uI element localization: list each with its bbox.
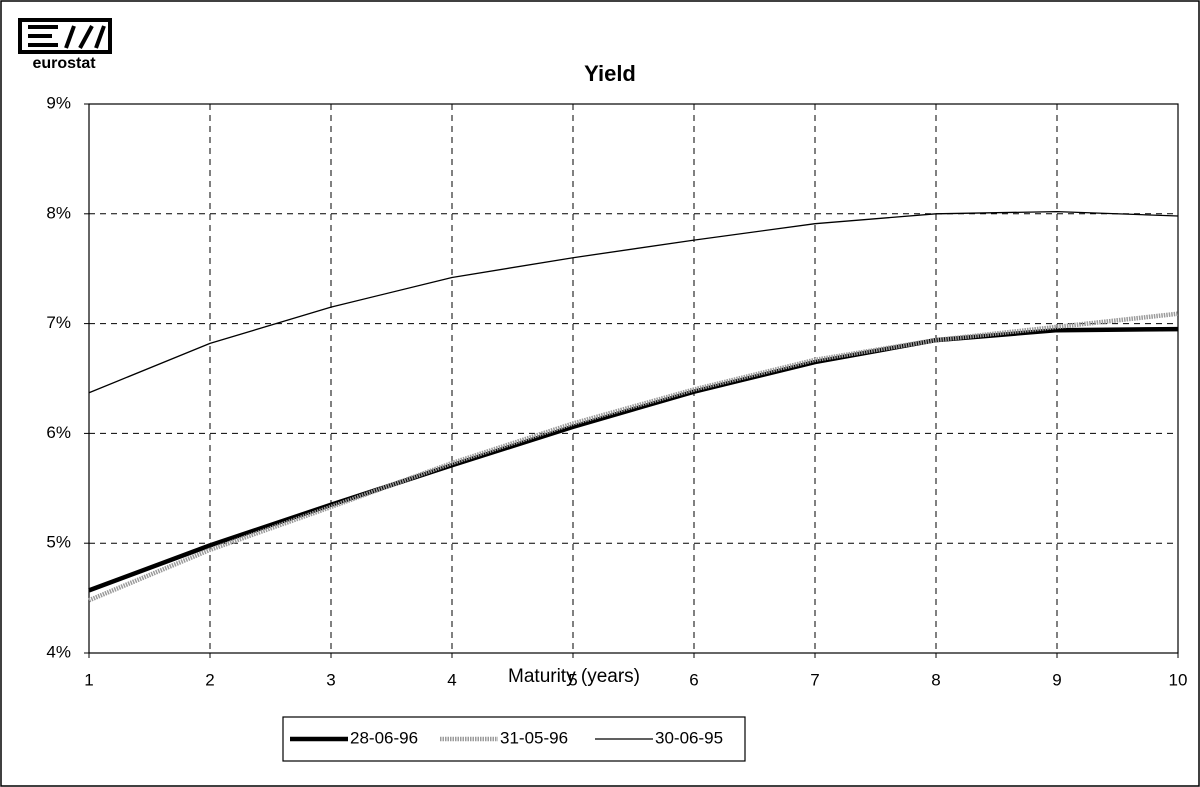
y-tick-label: 6% bbox=[46, 423, 71, 442]
series-line bbox=[88, 326, 1179, 593]
y-tick-label: 7% bbox=[46, 313, 71, 332]
logo: eurostat bbox=[18, 18, 112, 72]
x-tick-label: 9 bbox=[1052, 670, 1061, 689]
x-tick-label: 1 bbox=[84, 670, 93, 689]
logo-mark bbox=[28, 25, 106, 49]
y-tick-label: 4% bbox=[46, 642, 71, 661]
chart-title: Yield bbox=[584, 61, 636, 86]
legend-label: 28-06-96 bbox=[350, 728, 418, 747]
series-line bbox=[88, 311, 1179, 603]
y-tick-label: 9% bbox=[46, 93, 71, 112]
plot-area bbox=[88, 103, 1179, 654]
x-tick-label: 10 bbox=[1169, 670, 1188, 689]
x-tick-label: 2 bbox=[205, 670, 214, 689]
y-tick-label: 5% bbox=[46, 533, 71, 552]
x-tick-label: 5 bbox=[568, 670, 577, 689]
logo-box bbox=[18, 18, 112, 54]
logo-text: eurostat bbox=[32, 55, 96, 72]
x-tick-label: 6 bbox=[689, 670, 698, 689]
x-tick-label: 4 bbox=[447, 670, 456, 689]
x-tick-label: 3 bbox=[326, 670, 335, 689]
x-tick-label: 7 bbox=[810, 670, 819, 689]
series-line bbox=[88, 210, 1179, 394]
legend-label: 31-05-96 bbox=[500, 728, 568, 747]
y-tick-label: 8% bbox=[46, 203, 71, 222]
x-tick-label: 8 bbox=[931, 670, 940, 689]
legend bbox=[282, 716, 746, 762]
legend-label: 30-06-95 bbox=[655, 728, 723, 747]
x-axis-label: Maturity (years) bbox=[508, 666, 640, 687]
